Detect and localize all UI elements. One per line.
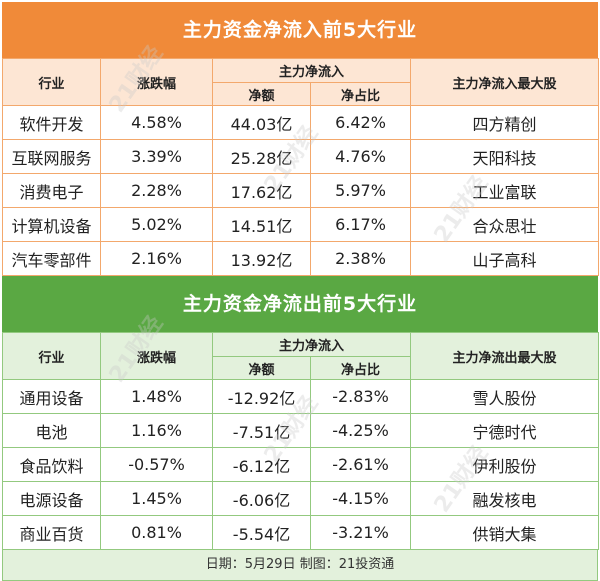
table-row: 电源设备 1.45% -6.06亿 -4.15% 融发核电 (2, 481, 600, 516)
header-net-ratio: 净占比 (309, 82, 412, 106)
cell-net-amount: 17.62亿 (212, 173, 311, 208)
table-row: 软件开发 4.58% 44.03亿 6.42% 四方精创 (2, 105, 600, 140)
cell-net-amount: 13.92亿 (212, 241, 311, 276)
outflow-title: 主力资金净流出前5大行业 (2, 276, 598, 332)
table-row: 计算机设备 5.02% 14.51亿 6.17% 合众思壮 (2, 207, 600, 242)
cell-top-stock: 宁德时代 (410, 413, 600, 448)
header-industry: 行业 (2, 332, 101, 380)
cell-top-stock: 工业富联 (410, 173, 600, 208)
header-net-amount: 净额 (212, 356, 311, 380)
cell-change: 1.48% (100, 379, 213, 414)
header-top-stock: 主力净流出最大股 (410, 332, 600, 380)
cell-industry: 电池 (2, 413, 101, 448)
cell-top-stock: 天阳科技 (410, 139, 600, 174)
cell-net-ratio: 5.97% (309, 173, 412, 208)
cell-net-amount: 44.03亿 (212, 105, 311, 140)
header-top-stock: 主力净流入最大股 (410, 58, 600, 106)
cell-net-amount: -6.12亿 (212, 447, 311, 482)
cell-net-amount: 25.28亿 (212, 139, 311, 174)
header-net-ratio: 净占比 (309, 356, 412, 380)
cell-change: 2.16% (100, 241, 213, 276)
cell-top-stock: 合众思壮 (410, 207, 600, 242)
cell-top-stock: 四方精创 (410, 105, 600, 140)
cell-industry: 汽车零部件 (2, 241, 101, 276)
cell-net-ratio: 6.42% (309, 105, 412, 140)
cell-change: 3.39% (100, 139, 213, 174)
header-net-inflow-group: 主力净流入 (211, 58, 412, 83)
cell-change: 1.45% (100, 481, 213, 516)
cell-change: -0.57% (100, 447, 213, 482)
cell-top-stock: 伊利股份 (410, 447, 600, 482)
cell-net-ratio: -2.83% (309, 379, 412, 414)
cell-net-ratio: -2.61% (309, 447, 412, 482)
header-net-inflow-group: 主力净流入 (211, 332, 412, 357)
header-change: 涨跌幅 (100, 332, 213, 380)
table-row: 通用设备 1.48% -12.92亿 -2.83% 雪人股份 (2, 379, 600, 414)
cell-change: 5.02% (100, 207, 213, 242)
cell-net-ratio: 4.76% (309, 139, 412, 174)
cell-industry: 商业百货 (2, 515, 101, 550)
inflow-table: 行业 涨跌幅 主力净流入 主力净流入最大股 净额 净占比 软件开发 4.58% 44… (2, 58, 600, 276)
cell-net-ratio: -3.21% (309, 515, 412, 550)
footer-credit: 日期：5月29日 制图：21投资通 (2, 550, 598, 581)
header-net-amount: 净额 (212, 82, 311, 106)
table-row: 电池 1.16% -7.51亿 -4.25% 宁德时代 (2, 413, 600, 448)
cell-net-ratio: 2.38% (309, 241, 412, 276)
cell-net-ratio: -4.15% (309, 481, 412, 516)
outflow-table: 行业 涨跌幅 主力净流入 主力净流出最大股 净额 净占比 通用设备 1.48% -1… (2, 332, 600, 550)
header-industry: 行业 (2, 58, 101, 106)
cell-top-stock: 融发核电 (410, 481, 600, 516)
cell-industry: 软件开发 (2, 105, 101, 140)
cell-net-ratio: 6.17% (309, 207, 412, 242)
cell-industry: 电源设备 (2, 481, 101, 516)
table-row: 互联网服务 3.39% 25.28亿 4.76% 天阳科技 (2, 139, 600, 174)
cell-change: 2.28% (100, 173, 213, 208)
table-row: 消费电子 2.28% 17.62亿 5.97% 工业富联 (2, 173, 600, 208)
cell-industry: 计算机设备 (2, 207, 101, 242)
cell-industry: 通用设备 (2, 379, 101, 414)
table-row: 汽车零部件 2.16% 13.92亿 2.38% 山子高科 (2, 241, 600, 276)
cell-net-amount: 14.51亿 (212, 207, 311, 242)
table-row: 食品饮料 -0.57% -6.12亿 -2.61% 伊利股份 (2, 447, 600, 482)
cell-change: 0.81% (100, 515, 213, 550)
cell-net-amount: -5.54亿 (212, 515, 311, 550)
cell-industry: 食品饮料 (2, 447, 101, 482)
table-row: 商业百货 0.81% -5.54亿 -3.21% 供销大集 (2, 515, 600, 550)
cell-industry: 消费电子 (2, 173, 101, 208)
cell-net-amount: -12.92亿 (212, 379, 311, 414)
cell-change: 4.58% (100, 105, 213, 140)
cell-top-stock: 供销大集 (410, 515, 600, 550)
header-change: 涨跌幅 (100, 58, 213, 106)
cell-industry: 互联网服务 (2, 139, 101, 174)
cell-change: 1.16% (100, 413, 213, 448)
cell-top-stock: 山子高科 (410, 241, 600, 276)
cell-net-amount: -6.06亿 (212, 481, 311, 516)
cell-net-amount: -7.51亿 (212, 413, 311, 448)
inflow-title: 主力资金净流入前5大行业 (2, 2, 598, 58)
cell-net-ratio: -4.25% (309, 413, 412, 448)
cell-top-stock: 雪人股份 (410, 379, 600, 414)
